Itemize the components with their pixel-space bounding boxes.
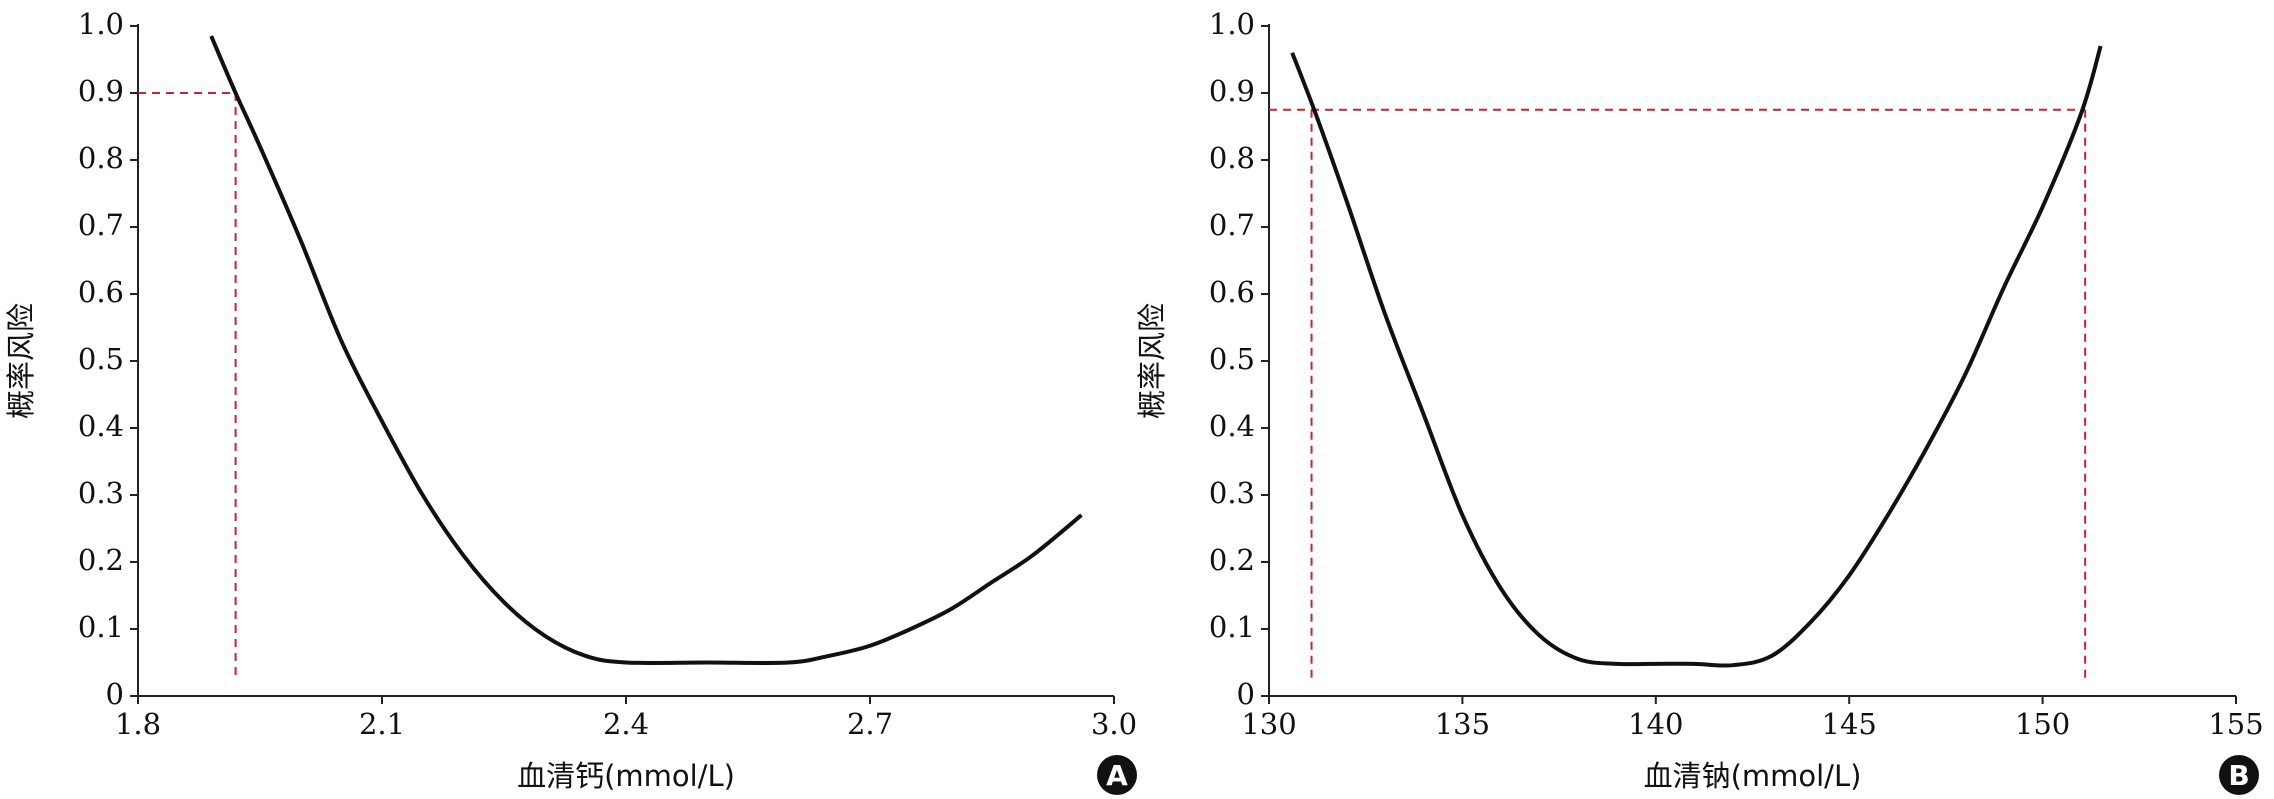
y-tick-label: 0.8 (78, 141, 124, 175)
y-tick-label: 0.7 (78, 208, 124, 242)
x-tick-label: 140 (1628, 707, 1683, 741)
x-tick-label: 2.4 (603, 707, 649, 741)
y-tick-label: 1.0 (78, 7, 124, 41)
y-tick-label: 0.1 (78, 610, 124, 644)
y-tick-label: 0.4 (78, 409, 124, 443)
x-axis-label: 血清钙(mmol/L) (517, 759, 735, 793)
y-tick-label: 0 (1237, 677, 1255, 711)
curve (1290, 45, 2103, 668)
panel-label: A (1106, 759, 1128, 792)
y-tick-label: 0.9 (1209, 74, 1255, 108)
y-tick-label: 0.9 (78, 74, 124, 108)
panel-label: B (2228, 759, 2249, 792)
y-tick-label: 0.6 (78, 275, 124, 309)
panel-badge (2219, 755, 2259, 795)
y-tick-label: 1.0 (1209, 7, 1255, 41)
y-tick-label: 0.1 (1209, 610, 1255, 644)
y-tick-label: 0.6 (1209, 275, 1255, 309)
panel-badge (1097, 755, 1137, 795)
x-axis-label: 血清钠(mmol/L) (1644, 759, 1862, 793)
y-tick-label: 0.2 (1209, 543, 1255, 577)
y-tick-label: 0.2 (78, 543, 124, 577)
y-tick-label: 0.3 (78, 476, 124, 510)
x-tick-label: 155 (2208, 707, 2263, 741)
x-tick-label: 2.1 (359, 707, 405, 741)
y-tick-label: 0.7 (1209, 208, 1255, 242)
y-tick-label: 0.5 (1209, 342, 1255, 376)
y-tick-label: 0.8 (1209, 141, 1255, 175)
y-tick-label: 0.3 (1209, 476, 1255, 510)
x-tick-label: 135 (1435, 707, 1490, 741)
x-tick-label: 3.0 (1091, 707, 1137, 741)
x-tick-label: 130 (1241, 707, 1296, 741)
curve (209, 35, 1083, 665)
y-axis-label: 概率风险 (4, 303, 38, 419)
x-tick-label: 145 (1822, 707, 1877, 741)
x-tick-label: 2.7 (847, 707, 893, 741)
y-tick-label: 0.4 (1209, 409, 1255, 443)
y-tick-label: 0 (106, 677, 124, 711)
y-tick-label: 0.5 (78, 342, 124, 376)
x-tick-label: 150 (2015, 707, 2070, 741)
x-tick-label: 1.8 (115, 707, 161, 741)
y-axis-label: 概率风险 (1135, 303, 1169, 419)
